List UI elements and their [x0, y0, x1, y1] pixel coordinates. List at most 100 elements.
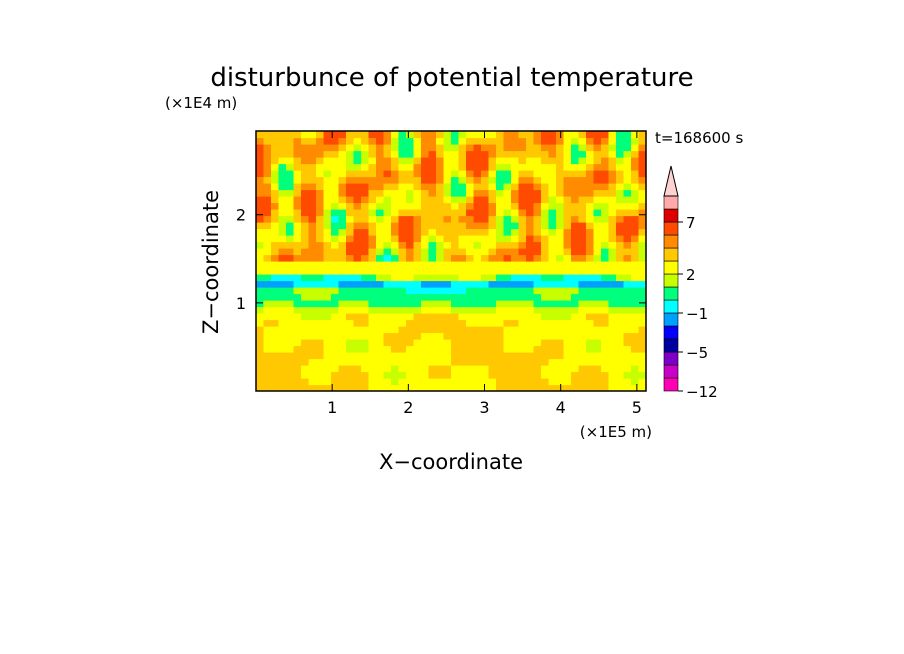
heatmap-cell — [271, 345, 280, 353]
heatmap-cell — [511, 209, 520, 217]
heatmap-cell — [391, 261, 400, 269]
heatmap-cell — [488, 306, 497, 314]
heatmap-cell — [301, 326, 310, 334]
heatmap-cell — [301, 358, 310, 366]
heatmap-cell — [511, 384, 520, 391]
heatmap-cell — [578, 183, 587, 191]
heatmap-cell — [368, 163, 377, 171]
heatmap-cell — [376, 345, 385, 353]
heatmap-cell — [593, 222, 602, 230]
heatmap-cell — [278, 215, 287, 223]
heatmap-cell — [526, 378, 535, 386]
heatmap-cell — [593, 144, 602, 152]
heatmap-cell — [616, 228, 625, 236]
heatmap-cell — [571, 352, 580, 360]
heatmap-cell — [548, 170, 557, 178]
heatmap-cell — [511, 326, 520, 334]
heatmap-cell — [346, 215, 355, 223]
heatmap-cell — [556, 183, 565, 191]
heatmap-cell — [541, 300, 550, 308]
heatmap-cell — [383, 241, 392, 249]
heatmap-cell — [616, 150, 625, 158]
heatmap-cell — [601, 196, 610, 204]
heatmap-cell — [263, 280, 272, 288]
heatmap-cell — [481, 183, 490, 191]
heatmap-cell — [301, 170, 310, 178]
heatmap-cell — [286, 241, 295, 249]
heatmap-cell — [286, 287, 295, 295]
heatmap-cell — [376, 326, 385, 334]
heatmap-cell — [466, 202, 475, 210]
heatmap-cell — [571, 222, 580, 230]
heatmap-cell — [488, 378, 497, 386]
heatmap-cell — [316, 365, 325, 373]
colorbar-swatch — [663, 208, 679, 223]
heatmap-cell — [398, 137, 407, 145]
heatmap-cell — [563, 228, 572, 236]
heatmap-cell — [256, 202, 265, 210]
heatmap-cell — [421, 326, 430, 334]
heatmap-cell — [436, 163, 445, 171]
heatmap-cell — [361, 358, 370, 366]
heatmap-cell — [526, 241, 535, 249]
heatmap-cell — [263, 183, 272, 191]
heatmap-cell — [346, 150, 355, 158]
heatmap-cell — [451, 371, 460, 379]
heatmap-cell — [586, 274, 595, 282]
heatmap-cell — [353, 313, 362, 321]
heatmap-cell — [571, 378, 580, 386]
heatmap-cell — [406, 300, 415, 308]
heatmap-cell — [323, 332, 332, 340]
heatmap-cell — [556, 300, 565, 308]
heatmap-cell — [263, 202, 272, 210]
heatmap-cell — [421, 228, 430, 236]
heatmap-cell — [623, 131, 632, 139]
heatmap-cell — [376, 176, 385, 184]
heatmap-cell — [473, 287, 482, 295]
heatmap-cell — [413, 222, 422, 230]
heatmap-cell — [443, 157, 452, 165]
heatmap-cell — [638, 365, 646, 373]
heatmap-cell — [526, 261, 535, 269]
heatmap-cell — [286, 144, 295, 152]
heatmap-cell — [436, 306, 445, 314]
heatmap-cell — [541, 176, 550, 184]
heatmap-cell — [436, 215, 445, 223]
heatmap-cell — [361, 163, 370, 171]
heatmap-cell — [338, 189, 347, 197]
heatmap-cell — [256, 280, 265, 288]
heatmap-cell — [278, 378, 287, 386]
heatmap-cell — [608, 222, 617, 230]
heatmap-cell — [458, 293, 467, 301]
heatmap-cell — [338, 131, 347, 139]
heatmap-cell — [601, 254, 610, 262]
heatmap-cell — [443, 300, 452, 308]
heatmap-cell — [548, 371, 557, 379]
heatmap-cell — [586, 248, 595, 256]
heatmap-cell — [421, 137, 430, 145]
heatmap-cell — [443, 313, 452, 321]
heatmap-cell — [368, 183, 377, 191]
heatmap-cell — [331, 326, 340, 334]
heatmap-cell — [308, 345, 317, 353]
heatmap-cell — [518, 241, 527, 249]
heatmap-cell — [346, 157, 355, 165]
heatmap-cell — [293, 384, 302, 391]
heatmap-cell — [421, 313, 430, 321]
heatmap-cell — [256, 352, 265, 360]
heatmap-cell — [443, 248, 452, 256]
heatmap-cell — [466, 345, 475, 353]
heatmap-cell — [631, 319, 640, 327]
heatmap-cell — [601, 228, 610, 236]
heatmap-cell — [271, 293, 280, 301]
heatmap-cell — [608, 313, 617, 321]
heatmap-cell — [316, 183, 325, 191]
heatmap-cell — [481, 306, 490, 314]
heatmap-cell — [526, 215, 535, 223]
heatmap-cell — [518, 163, 527, 171]
heatmap-cell — [586, 150, 595, 158]
heatmap-cell — [406, 267, 415, 275]
heatmap-cell — [353, 365, 362, 373]
heatmap-cell — [571, 170, 580, 178]
heatmap-cell — [316, 326, 325, 334]
